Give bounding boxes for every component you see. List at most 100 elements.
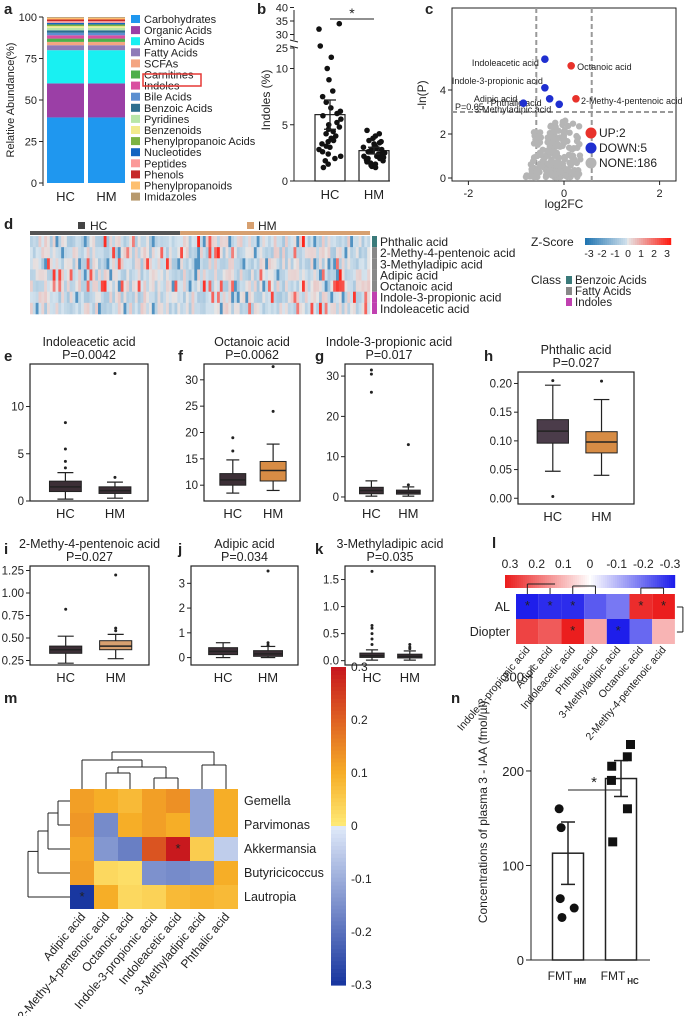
point-label-up: 2-Methy-4-pentenoic acid <box>581 96 683 106</box>
heatmap-cell <box>94 837 118 861</box>
plot-frame-j <box>190 565 299 666</box>
heatmap-cell <box>81 247 85 259</box>
row-label-d: 2-Methy-4-pentenoic acid <box>380 246 515 260</box>
point-none <box>566 159 573 166</box>
panel-title-i: 2-Methy-4-pentenoic acid <box>19 537 160 551</box>
colorbar-segment <box>635 575 638 588</box>
colorbar-segment <box>575 575 578 588</box>
heatmap-cell <box>142 813 166 837</box>
heatmap-cell <box>293 280 297 293</box>
class-swatch <box>566 287 572 295</box>
colorbar-segment <box>331 877 346 883</box>
colorbar-segment <box>331 861 346 867</box>
heatmap-cell <box>129 258 133 270</box>
heatmap-cell <box>248 247 252 259</box>
heatmap-cell <box>259 291 263 304</box>
colorbar-segment <box>331 667 346 672</box>
panel-label-i: i <box>4 541 8 558</box>
heatmap-cell <box>120 247 124 259</box>
class-swatch <box>566 276 572 284</box>
heatmap-cell <box>304 269 308 281</box>
colorbar-segment <box>331 953 346 958</box>
bar-segment <box>47 50 84 84</box>
bar-segment <box>88 30 125 33</box>
heatmap-cell <box>58 291 62 304</box>
legend-label: Nucleotides <box>144 147 202 159</box>
heatmap-cell <box>106 291 110 304</box>
heatmap-cell <box>38 258 42 270</box>
group-swatch-hm <box>247 222 254 229</box>
colorbar-segment <box>537 575 540 588</box>
heatmap-cell <box>157 269 161 281</box>
heatmap-cell <box>219 291 223 304</box>
heatmap-cell <box>75 302 79 315</box>
colorbar-segment <box>663 575 666 588</box>
significance-star: * <box>570 598 575 613</box>
colorbar-segment <box>579 575 582 588</box>
heatmap-cell <box>211 302 215 315</box>
data-point <box>555 894 565 904</box>
heatmap-cell <box>248 280 252 293</box>
tick-label-b-y: 10 <box>276 64 288 76</box>
colorbar-segment <box>603 575 606 588</box>
point-none <box>562 172 569 180</box>
legend-swatch <box>131 159 140 168</box>
colorbar-segment <box>331 750 346 756</box>
heatmap-cell <box>83 302 87 315</box>
heatmap-cell <box>109 269 113 281</box>
heatmap-cell <box>236 269 240 281</box>
data-point <box>380 157 386 164</box>
heatmap-cell <box>180 269 184 281</box>
heatmap-cell <box>234 247 238 259</box>
heatmap-cell <box>117 236 121 248</box>
point-none <box>534 141 541 148</box>
heatmap-cell <box>282 291 286 304</box>
class-title-d: Class <box>531 273 561 287</box>
heatmap-cell <box>313 258 317 270</box>
heatmap-cell <box>115 291 119 304</box>
point-none <box>547 123 554 130</box>
heatmap-cell <box>262 291 266 304</box>
legend-label: Carbohydrates <box>144 14 217 26</box>
panel-label-f: f <box>178 348 184 365</box>
colorbar-segment <box>577 575 580 588</box>
row-label-m: Parvimonas <box>244 818 310 832</box>
heatmap-cell <box>205 280 209 293</box>
bar-segment <box>88 45 125 51</box>
point-up <box>572 95 580 103</box>
heatmap-cell <box>197 291 201 304</box>
significance-star: * <box>175 841 180 856</box>
data-point <box>317 43 324 49</box>
point-none <box>533 168 540 176</box>
heatmap-cell <box>69 247 73 259</box>
legend-label: Organic Acids <box>144 25 212 37</box>
colorbar-segment <box>659 575 662 588</box>
heatmap-cell <box>302 291 306 304</box>
colorbar-segment <box>331 762 346 767</box>
point-none <box>546 140 554 147</box>
heatmap-cell <box>225 291 229 304</box>
heatmap-cell <box>81 236 85 248</box>
heatmap-cell <box>344 236 348 248</box>
heatmap-cell <box>282 302 286 315</box>
heatmap-cell <box>347 247 351 259</box>
heatmap-cell <box>259 280 263 293</box>
tick-label-h-y: 0.05 <box>490 465 512 477</box>
colorbar-segment <box>331 901 346 907</box>
heatmap-cell <box>118 789 142 813</box>
colorbar-segment <box>331 770 346 775</box>
heatmap-cell <box>142 837 166 861</box>
heatmap-cell <box>123 291 127 304</box>
colorbar-segment <box>331 921 346 926</box>
heatmap-cell <box>251 302 255 315</box>
heatmap-cell <box>350 291 354 304</box>
tick-label-a-y: 25 <box>25 137 37 149</box>
colorbar-segment <box>331 913 346 919</box>
heatmap-cell <box>137 269 141 281</box>
heatmap-cell <box>117 291 121 304</box>
colorbar-segment <box>331 826 346 831</box>
heatmap-cell <box>205 258 209 270</box>
heatmap-cell <box>290 291 294 304</box>
heatmap-cell <box>103 269 107 281</box>
heatmap-cell <box>234 258 238 270</box>
